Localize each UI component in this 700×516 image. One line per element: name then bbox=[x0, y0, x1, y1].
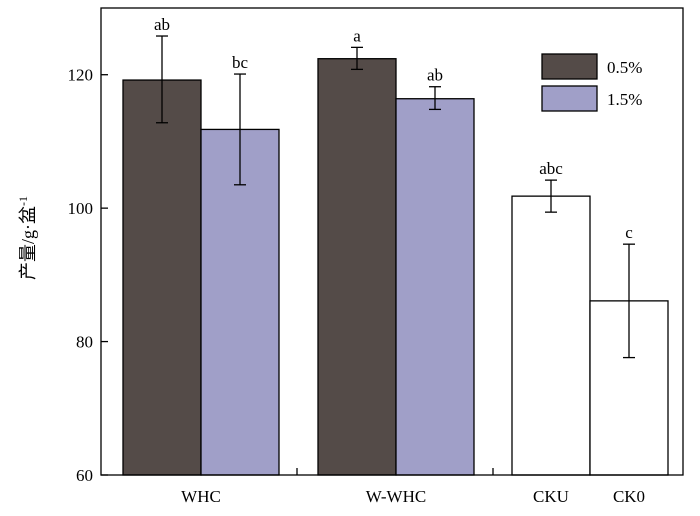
bars-layer bbox=[122, 58, 669, 476]
y-axis-label: 产量/g·盆-1 bbox=[16, 196, 38, 280]
error-bar-ck0-control bbox=[623, 243, 635, 359]
significance-label-w-whc-0-5-: a bbox=[353, 26, 361, 45]
x-axis: WHC W-WHC CKU CK0 bbox=[181, 468, 645, 506]
significance-label-whc-0-5-: ab bbox=[154, 15, 170, 34]
significance-labels-layer: ab bc a ab abc c bbox=[154, 15, 633, 242]
bar-whc-0-5- bbox=[122, 79, 202, 476]
bar-w-whc-0-5- bbox=[317, 58, 397, 476]
y-axis: 60 80 100 120 bbox=[68, 66, 108, 485]
plot-frame bbox=[100, 7, 684, 476]
legend: 0.5% 1.5% bbox=[541, 53, 642, 112]
significance-label-ck0-control: c bbox=[625, 223, 633, 242]
x-tick-label-ck0: CK0 bbox=[613, 487, 645, 506]
bar-whc-1-5- bbox=[200, 128, 280, 476]
legend-swatch bbox=[541, 85, 598, 112]
significance-label-cku-control: abc bbox=[539, 159, 563, 178]
significance-label-whc-1-5-: bc bbox=[232, 53, 249, 72]
y-axis-label-main: 产量/g·盆 bbox=[18, 206, 38, 280]
error-bar-w-whc-0-5- bbox=[351, 46, 363, 71]
bar-cku-control bbox=[511, 195, 591, 476]
error-bar-w-whc-1-5- bbox=[429, 86, 441, 111]
y-tick-label: 60 bbox=[76, 466, 93, 485]
error-bar-whc-1-5- bbox=[234, 73, 246, 186]
error-bar-cku-control bbox=[545, 179, 557, 213]
legend-label: 1.5% bbox=[607, 90, 642, 109]
error-bars-layer bbox=[156, 35, 635, 359]
legend-swatch bbox=[541, 53, 598, 80]
y-axis-label-superscript: -1 bbox=[16, 196, 30, 206]
y-tick-label: 80 bbox=[76, 333, 93, 352]
x-tick-label-cku: CKU bbox=[533, 487, 569, 506]
legend-label: 0.5% bbox=[607, 58, 642, 77]
legend-item-1-5-: 1.5% bbox=[541, 85, 642, 112]
bar-w-whc-1-5- bbox=[395, 98, 475, 476]
legend-item-0-5-: 0.5% bbox=[541, 53, 642, 80]
x-tick-label-whc: WHC bbox=[181, 487, 221, 506]
x-tick-label-w-whc: W-WHC bbox=[366, 487, 426, 506]
y-tick-label: 120 bbox=[68, 66, 94, 85]
error-bar-whc-0-5- bbox=[156, 35, 168, 124]
y-tick-label: 100 bbox=[68, 199, 94, 218]
significance-label-w-whc-1-5-: ab bbox=[427, 66, 443, 85]
